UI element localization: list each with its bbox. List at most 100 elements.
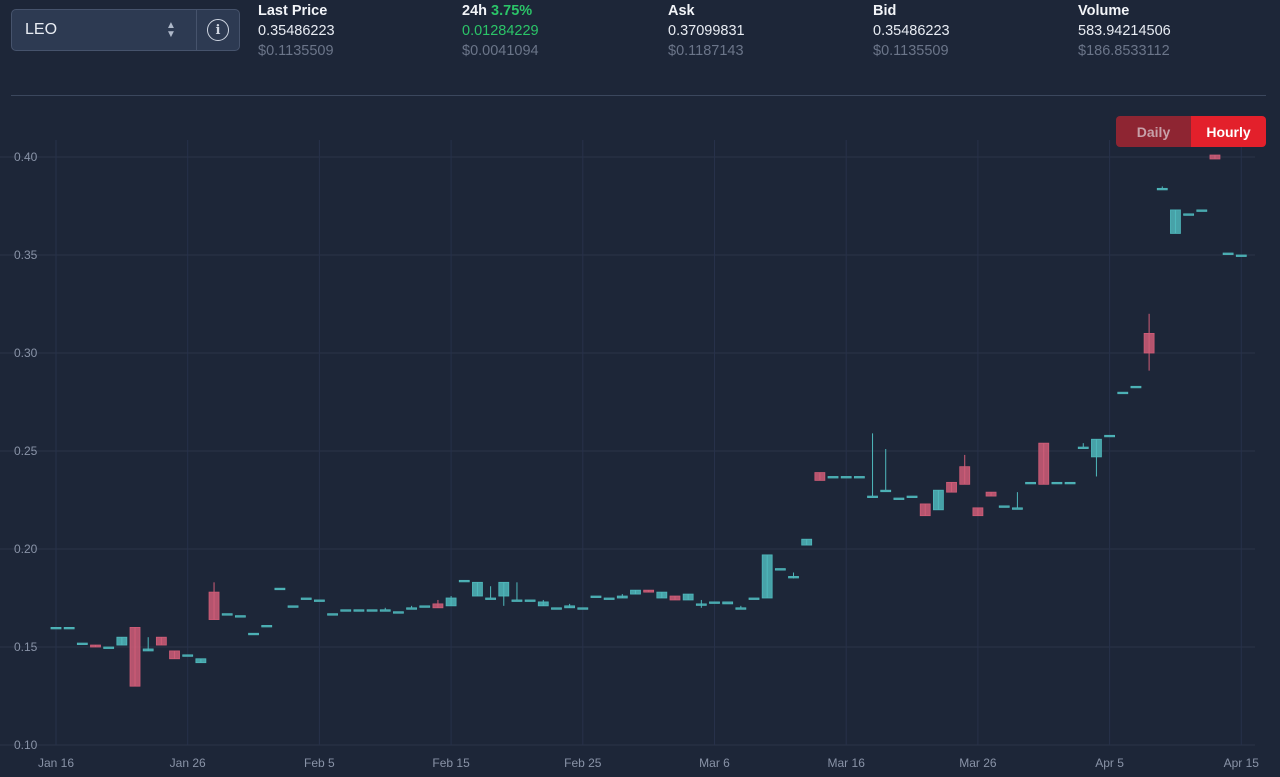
- candle-body: [1209, 154, 1221, 160]
- candle-body: [906, 495, 918, 498]
- candle-body: [840, 476, 852, 479]
- candle-body: [985, 491, 997, 497]
- candle-body: [1025, 481, 1036, 485]
- x-tick-label: Mar 26: [959, 756, 997, 770]
- price-chart[interactable]: 0.10 0.15 0.20 0.25 0.30 0.35 0.40 Jan 16 Jan 26…: [0, 140, 1280, 777]
- stat-label: Volume: [1078, 3, 1130, 19]
- y-tick-label: 0.20: [14, 542, 38, 556]
- candle-body: [524, 599, 536, 602]
- candle-body: [208, 591, 220, 620]
- candle-body: [432, 603, 444, 609]
- x-tick-label: Apr 15: [1224, 756, 1260, 770]
- stat-value: 0.35486223: [258, 23, 335, 39]
- candle-body: [946, 481, 957, 493]
- x-tick-label: Jan 16: [38, 756, 74, 770]
- candle-body: [1117, 391, 1129, 395]
- candle-body: [1130, 385, 1142, 389]
- stat-value: 0.37099831: [668, 23, 745, 39]
- candle-body: [63, 626, 75, 630]
- candle-body: [300, 597, 312, 600]
- info-icon[interactable]: i: [207, 19, 229, 41]
- candle-body: [103, 646, 115, 649]
- candle-body: [551, 607, 562, 610]
- candle-body: [630, 589, 641, 595]
- stat-usd-value: $0.1135509: [258, 43, 334, 59]
- candle-body: [853, 476, 865, 479]
- candle-body: [116, 636, 128, 646]
- y-tick-label: 0.30: [14, 346, 38, 360]
- x-tick-label: Jan 26: [170, 756, 206, 770]
- stat-value: 583.94214506: [1078, 23, 1171, 39]
- daily-button[interactable]: Daily: [1116, 116, 1191, 147]
- candle-body: [90, 644, 101, 648]
- interval-toggle: Daily Hourly: [1116, 116, 1266, 147]
- stat-usd-value: $0.1135509: [873, 43, 949, 59]
- candle-body: [76, 642, 88, 645]
- y-tick-label: 0.40: [14, 150, 38, 164]
- candle-body: [1051, 481, 1063, 485]
- candle-body: [274, 587, 286, 591]
- x-tick-label: Mar 16: [828, 756, 866, 770]
- stat-24h-change: 24h 3.75% 0.01284229 $0.0041094: [462, 1, 539, 61]
- chevron-up-down-icon: ▲ ▼: [166, 20, 176, 40]
- candle-body: [50, 626, 62, 630]
- candle-body: [1064, 481, 1076, 485]
- candle-body: [393, 611, 404, 614]
- candle-body: [1222, 252, 1234, 255]
- candle-body: [1091, 438, 1102, 458]
- candle-body: [287, 605, 299, 608]
- candle-body: [735, 607, 747, 610]
- candle-body: [998, 505, 1010, 508]
- candle-body: [1156, 187, 1168, 191]
- candle-body: [972, 507, 984, 517]
- candle-body: [248, 632, 259, 636]
- candle-body: [643, 589, 655, 593]
- candle-body: [155, 636, 167, 646]
- stat-value: 0.35486223: [873, 23, 950, 39]
- stat-usd-value: $0.1187143: [668, 43, 744, 59]
- candle-body: [761, 554, 773, 599]
- y-tick-label: 0.25: [14, 444, 38, 458]
- candle-body: [774, 568, 786, 571]
- candle-body: [129, 626, 141, 687]
- candle-body: [195, 658, 207, 664]
- x-tick-label: Feb 5: [304, 756, 335, 770]
- candle-body: [616, 595, 628, 599]
- candle-body: [801, 538, 813, 546]
- header-divider: [11, 95, 1266, 96]
- stat-ask: Ask 0.37099831 $0.1187143: [668, 1, 745, 61]
- stat-usd-value: $186.8533112: [1078, 43, 1170, 59]
- candle-body: [511, 599, 523, 602]
- candle-body: [419, 605, 431, 608]
- selector-divider: [196, 10, 197, 50]
- y-tick-label: 0.35: [14, 248, 38, 262]
- candle-body: [919, 503, 931, 517]
- candle-body: [577, 607, 589, 610]
- candle-body: [1143, 332, 1155, 354]
- candle-body: [458, 579, 470, 583]
- stat-value: 0.01284229: [462, 23, 539, 39]
- candle-body: [340, 609, 352, 612]
- candle-body: [564, 605, 576, 609]
- candle-body: [313, 599, 325, 602]
- hourly-button[interactable]: Hourly: [1191, 116, 1266, 147]
- candle-body: [1183, 213, 1195, 216]
- stat-label: 24h: [462, 3, 487, 19]
- candle-body: [1170, 209, 1181, 234]
- candle-body: [669, 595, 681, 601]
- candle-body: [366, 609, 378, 612]
- candle-body: [142, 648, 154, 652]
- market-symbol: LEO: [25, 21, 58, 38]
- stat-label: Last Price: [258, 3, 328, 19]
- change-percent: 3.75%: [491, 3, 533, 19]
- stat-label: Bid: [873, 3, 897, 19]
- candle-body: [959, 466, 971, 485]
- candle-body: [932, 489, 944, 511]
- candle-body: [656, 591, 668, 599]
- market-selector[interactable]: LEO ▲ ▼ i: [11, 9, 240, 51]
- candle-body: [1235, 254, 1247, 257]
- candle-body: [590, 595, 602, 598]
- candle-body: [1012, 507, 1023, 510]
- candle-body: [867, 495, 878, 498]
- candle-body: [169, 650, 180, 660]
